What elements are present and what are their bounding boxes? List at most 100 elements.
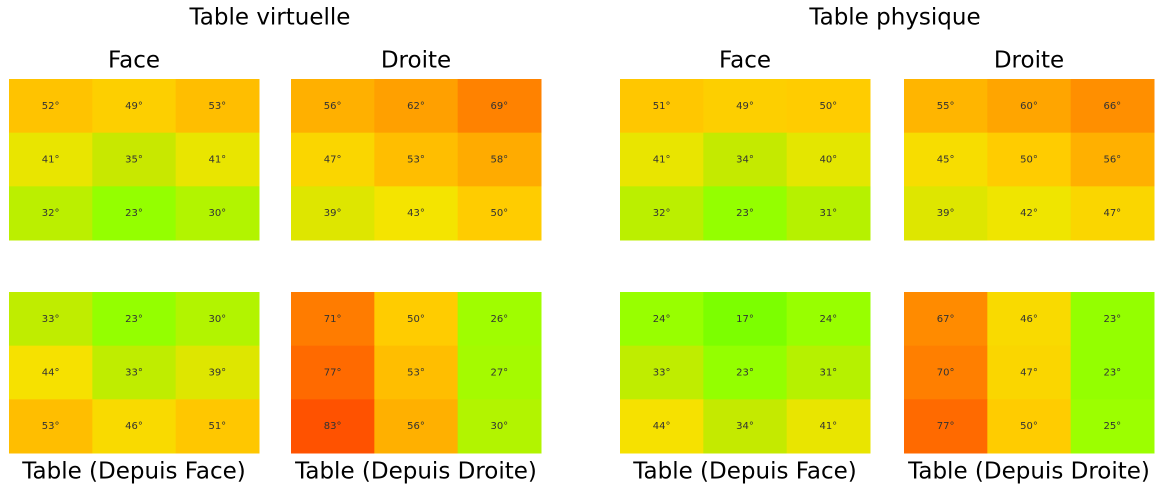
cell-label: 60° bbox=[1020, 101, 1038, 112]
cell-label: 77° bbox=[937, 421, 955, 432]
cell-label: 25° bbox=[1103, 421, 1121, 432]
cell-label: 53° bbox=[407, 155, 425, 166]
heatmap-label: Table (Depuis Droite) bbox=[907, 459, 1150, 485]
cell-label: 33° bbox=[42, 314, 60, 325]
cell-label: 39° bbox=[324, 208, 342, 219]
cell bbox=[457, 399, 542, 454]
cell bbox=[703, 345, 788, 400]
cell bbox=[703, 186, 788, 241]
cell-label: 30° bbox=[208, 208, 226, 219]
heatmap-label: Table (Depuis Face) bbox=[21, 459, 245, 485]
cell-label: 41° bbox=[208, 155, 226, 166]
cell bbox=[374, 345, 459, 400]
cell bbox=[9, 292, 93, 347]
cell-label: 44° bbox=[42, 368, 60, 379]
cell bbox=[291, 399, 375, 454]
cell-label: 44° bbox=[653, 421, 671, 432]
group-title: Table virtuelle bbox=[189, 5, 351, 31]
cell bbox=[9, 132, 93, 187]
cell-label: 56° bbox=[407, 421, 425, 432]
group-title: Table physique bbox=[808, 5, 980, 31]
cell-label: 43° bbox=[407, 208, 425, 219]
cell bbox=[175, 132, 260, 187]
cell bbox=[9, 345, 93, 400]
cell bbox=[92, 399, 177, 454]
cell bbox=[175, 399, 260, 454]
cell bbox=[457, 345, 542, 400]
cell bbox=[904, 345, 988, 400]
cell-label: 31° bbox=[819, 208, 837, 219]
cell-label: 50° bbox=[490, 208, 508, 219]
cell bbox=[291, 132, 375, 187]
cell-label: 41° bbox=[819, 421, 837, 432]
cell-label: 83° bbox=[324, 421, 342, 432]
cell-label: 45° bbox=[937, 155, 955, 166]
cell-label: 17° bbox=[736, 314, 754, 325]
cell-label: 32° bbox=[653, 208, 671, 219]
cell bbox=[703, 292, 788, 347]
cell-label: 56° bbox=[324, 101, 342, 112]
cell-label: 32° bbox=[42, 208, 60, 219]
cell bbox=[1070, 79, 1155, 134]
cell bbox=[92, 79, 177, 134]
cell-label: 50° bbox=[1020, 421, 1038, 432]
cell bbox=[457, 292, 542, 347]
cell bbox=[786, 79, 871, 134]
cell-label: 53° bbox=[208, 101, 226, 112]
cell bbox=[620, 345, 704, 400]
cell-label: 66° bbox=[1103, 101, 1121, 112]
cell-label: 53° bbox=[42, 421, 60, 432]
cell-label: 24° bbox=[653, 314, 671, 325]
cell-label: 33° bbox=[653, 368, 671, 379]
cell bbox=[291, 345, 375, 400]
cell-label: 53° bbox=[407, 368, 425, 379]
cell-label: 35° bbox=[125, 155, 143, 166]
cell-label: 50° bbox=[819, 101, 837, 112]
cell-label: 69° bbox=[490, 101, 508, 112]
heatmap-label: Table (Depuis Droite) bbox=[294, 459, 537, 485]
cell-label: 30° bbox=[208, 314, 226, 325]
cell bbox=[457, 186, 542, 241]
cell bbox=[904, 132, 988, 187]
cell bbox=[904, 186, 988, 241]
cell-label: 77° bbox=[324, 368, 342, 379]
cell bbox=[786, 186, 871, 241]
cell bbox=[291, 186, 375, 241]
cell bbox=[620, 186, 704, 241]
cell-label: 30° bbox=[490, 421, 508, 432]
cell-label: 23° bbox=[1103, 368, 1121, 379]
cell-label: 34° bbox=[736, 155, 754, 166]
cell-label: 39° bbox=[937, 208, 955, 219]
heatmap-title: Face bbox=[719, 48, 771, 74]
cell bbox=[703, 399, 788, 454]
cell bbox=[1070, 132, 1155, 187]
cell bbox=[904, 399, 988, 454]
cell bbox=[92, 186, 177, 241]
cell bbox=[457, 132, 542, 187]
cell bbox=[9, 79, 93, 134]
cell-label: 67° bbox=[937, 314, 955, 325]
cell bbox=[374, 79, 459, 134]
cell-label: 47° bbox=[1103, 208, 1121, 219]
cell-label: 49° bbox=[125, 101, 143, 112]
cell-label: 71° bbox=[324, 314, 342, 325]
cell bbox=[987, 186, 1072, 241]
cell bbox=[175, 345, 260, 400]
cell-label: 23° bbox=[1103, 314, 1121, 325]
cell bbox=[703, 132, 788, 187]
cell-label: 41° bbox=[42, 155, 60, 166]
cell-label: 70° bbox=[937, 368, 955, 379]
cell bbox=[987, 292, 1072, 347]
cell-label: 58° bbox=[490, 155, 508, 166]
cell-label: 46° bbox=[125, 421, 143, 432]
cell bbox=[175, 292, 260, 347]
heatmap-title: Droite bbox=[994, 48, 1064, 74]
cell bbox=[904, 292, 988, 347]
cell bbox=[374, 292, 459, 347]
cell-label: 46° bbox=[1020, 314, 1038, 325]
cell bbox=[175, 79, 260, 134]
cell-label: 23° bbox=[125, 208, 143, 219]
cell-label: 49° bbox=[736, 101, 754, 112]
cell bbox=[786, 292, 871, 347]
cell bbox=[1070, 186, 1155, 241]
